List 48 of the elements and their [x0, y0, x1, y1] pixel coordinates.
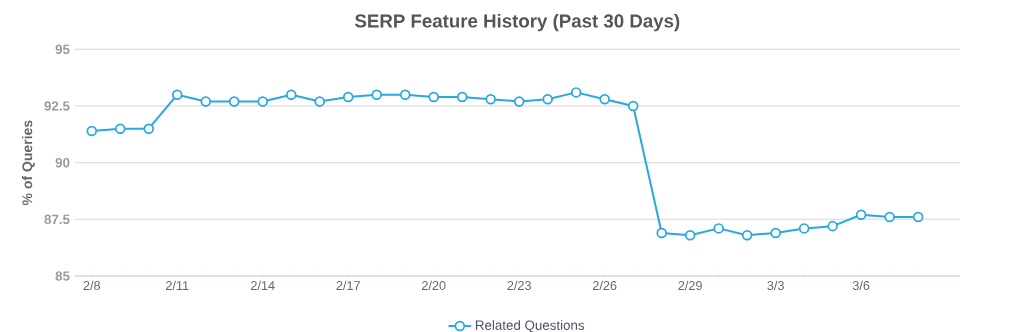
x-tick-label: 2/8: [83, 280, 101, 291]
point: [656, 227, 667, 239]
x-tick-label: 2/20: [422, 280, 446, 291]
x-tick-label: 3/6: [852, 280, 870, 291]
y-tick-label: 85: [55, 271, 70, 281]
x-tick-label: 2/14: [251, 280, 275, 291]
point: [798, 223, 810, 234]
point: [855, 209, 867, 221]
point: [399, 89, 411, 100]
point: [456, 91, 468, 103]
point: [114, 123, 126, 134]
point: [200, 96, 212, 107]
point: [884, 211, 895, 223]
point: [228, 96, 240, 107]
point: [912, 211, 924, 223]
point: [342, 91, 354, 103]
point: [684, 229, 696, 241]
point: [428, 91, 439, 103]
point: [827, 220, 838, 232]
point: [627, 100, 639, 112]
point: [570, 87, 582, 98]
y-axis-title: % of Queries: [21, 120, 35, 206]
point: [599, 93, 610, 105]
point: [741, 229, 753, 241]
point: [485, 93, 496, 105]
chart-title: SERP Feature History (Past 30 Days): [355, 13, 680, 32]
x-tick-label: 2/11: [166, 280, 189, 291]
x-tick-label: 2/29: [678, 280, 702, 291]
x-tick-label: 2/26: [592, 280, 617, 291]
point: [257, 96, 268, 107]
point: [285, 89, 297, 100]
point: [770, 227, 781, 239]
y-tick-label: 90: [55, 157, 70, 168]
y-tick-label: 92.5: [44, 101, 70, 111]
y-tick-label: 87.5: [44, 214, 70, 225]
point: [542, 93, 553, 105]
x-tick-label: 2/17: [336, 280, 360, 291]
point: [171, 89, 183, 100]
x-tick-label: 2/23: [507, 280, 531, 291]
point: [86, 125, 98, 137]
point: [713, 223, 724, 234]
point: [314, 96, 325, 107]
y-tick-label: 95: [55, 44, 70, 55]
point: [371, 89, 382, 100]
point: [143, 123, 155, 134]
x-tick-label: 3/3: [767, 280, 784, 291]
point: [513, 96, 525, 107]
legend-label: Related Questions: [475, 320, 585, 332]
